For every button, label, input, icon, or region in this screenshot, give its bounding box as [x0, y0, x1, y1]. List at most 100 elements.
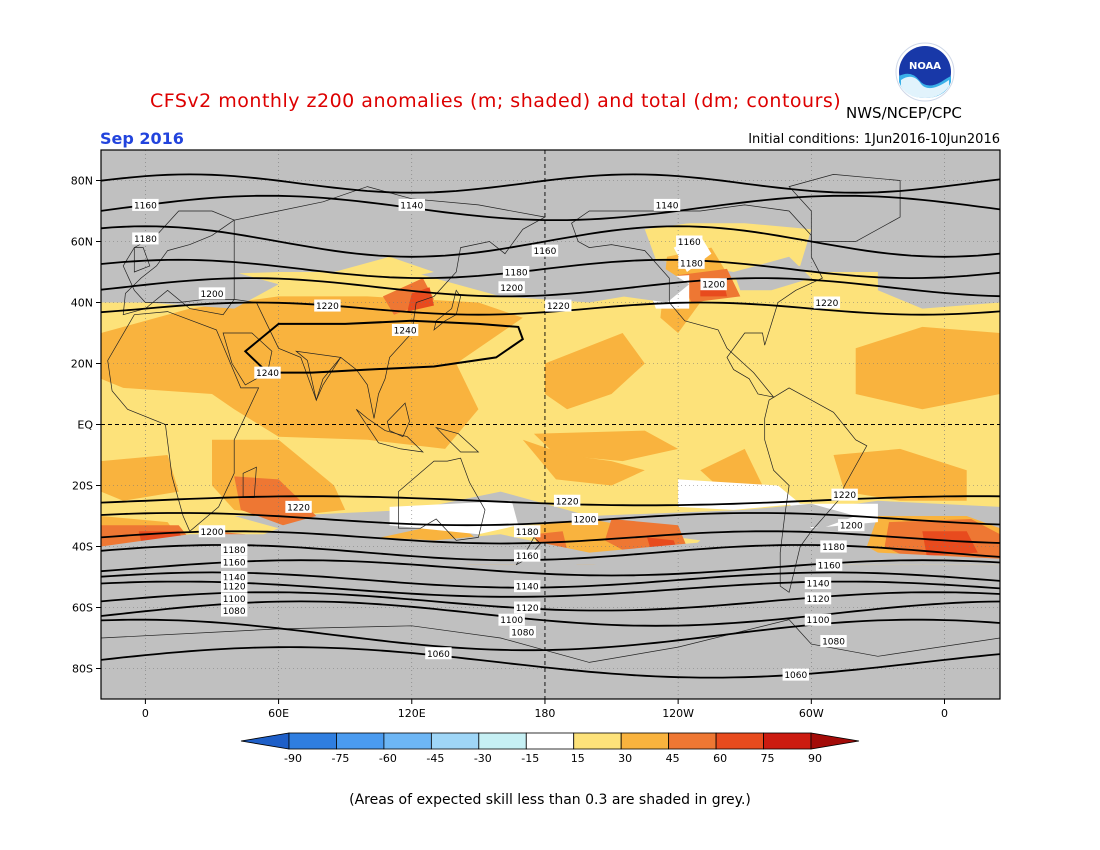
contour-label-bg	[831, 488, 858, 501]
contour-label-bg	[804, 577, 832, 590]
contour-label: 1200	[573, 516, 596, 526]
contour-label: 1140	[807, 580, 830, 590]
height-contour-line	[101, 225, 1000, 258]
low-skill-patch	[744, 503, 856, 529]
lat-tick-label: 40S	[72, 541, 93, 554]
contour-label: 1180	[680, 259, 703, 269]
forecast-month: Sep 2016	[100, 129, 184, 148]
coastline	[107, 311, 260, 532]
contour-label-bg	[804, 613, 832, 626]
contour-label-bg	[220, 571, 248, 583]
contour-label-bg	[132, 232, 159, 245]
low-skill-patch	[733, 256, 812, 291]
legend-swatch	[525, 732, 575, 750]
lat-tick-label: 80N	[71, 175, 93, 188]
contour-label-bg	[513, 549, 541, 562]
coastline	[233, 186, 547, 419]
contour-label-bg	[391, 323, 419, 336]
lon-tick-label: 180	[534, 707, 555, 720]
contour-label-bg	[838, 519, 865, 532]
contour-label-bg	[509, 625, 536, 638]
legend-tick-label: -75	[331, 752, 349, 765]
lon-tick-label: 60E	[268, 707, 289, 720]
lat-tick-label: 20N	[71, 358, 93, 371]
legend-tick-label: -45	[426, 752, 444, 765]
contour-label-bg	[804, 592, 832, 605]
height-contour-line	[101, 173, 1000, 194]
lat-tick-label: EQ	[77, 419, 93, 432]
contour-label-bg	[220, 543, 248, 556]
contour-label: 1100	[500, 616, 523, 626]
contour-label: 1100	[223, 595, 246, 605]
contour-label-bg	[498, 281, 525, 294]
shade-patch-30-45	[545, 333, 645, 410]
contour-label-bg	[502, 266, 530, 278]
contour-label-bg	[498, 613, 525, 626]
legend-swatch	[620, 732, 670, 750]
coastline	[295, 350, 342, 402]
contour-labels: 1160 1140 1140 1180 1160 1160 1180 1180 1200 1200…	[132, 198, 865, 681]
contour-label-bg	[513, 525, 541, 538]
contour-label-bg	[545, 299, 572, 312]
contour-label: 1220	[547, 302, 570, 312]
lat-tick-label: 60S	[72, 602, 93, 615]
lon-tick-label: 0	[142, 707, 149, 720]
contour-label: 1160	[223, 558, 246, 568]
contour-label: 1220	[833, 491, 856, 501]
legend-swatch	[715, 732, 764, 750]
contour-label: 1100	[807, 616, 830, 626]
low-skill-patch	[101, 150, 1000, 260]
contour-label: 1080	[822, 638, 845, 648]
contour-label: 1200	[500, 284, 523, 294]
contour-label-bg	[398, 198, 425, 211]
legend-tick-label: 30	[618, 752, 632, 765]
legend-swatch	[336, 732, 385, 750]
contour-label: 1180	[505, 269, 528, 279]
skill-footnote: (Areas of expected skill less than 0.3 a…	[349, 792, 751, 808]
contour-label-bg	[531, 244, 559, 257]
coastline	[356, 409, 424, 453]
contour-label: 1080	[511, 628, 534, 638]
lon-tick-label: 120W	[662, 707, 694, 720]
contour-label: 1220	[316, 302, 339, 312]
legend-swatch	[383, 732, 432, 750]
legend-tick-label: 60	[713, 752, 727, 765]
contour-label-bg	[820, 635, 847, 648]
legend-tick-label: 45	[666, 752, 680, 765]
height-contour-line	[101, 277, 1000, 298]
contour-label-bg	[820, 540, 847, 553]
contour-label-bg	[815, 558, 843, 571]
contour-label-bg	[254, 366, 281, 379]
contour-label: 1120	[807, 595, 830, 605]
contour-label-bg	[425, 647, 452, 660]
contour-label-bg	[676, 235, 703, 248]
contour-label: 1180	[516, 528, 539, 538]
chart-title: CFSv2 monthly z200 anomalies (m; shaded)…	[150, 90, 842, 112]
coastline	[101, 619, 1000, 699]
shade-patch-30-45	[855, 326, 1000, 410]
legend-tick-label: 90	[808, 752, 822, 765]
axis-labels: 80N 60N 40N 20N EQ 20S 40S 60S 80S 0 60E 120E 180 120…	[71, 175, 948, 721]
contour-label: 1160	[134, 201, 157, 211]
lon-tick-label: 60W	[799, 707, 824, 720]
height-contour-line	[101, 544, 1000, 562]
lon-tick-label: 0	[941, 707, 948, 720]
low-skill-patch	[101, 564, 1000, 699]
contour-label: 1160	[533, 247, 556, 257]
legend-swatch	[478, 732, 527, 750]
agency-label: NWS/NCEP/CPC	[846, 104, 962, 122]
contour-label-bg	[553, 494, 581, 507]
initial-conditions: Initial conditions: 1Jun2016-10Jun2016	[748, 132, 1000, 147]
height-contour-line	[101, 600, 1000, 627]
height-contour-line	[101, 618, 1000, 652]
contour-label: 1240	[394, 326, 417, 336]
legend-tick-label: -30	[474, 752, 492, 765]
coastline	[788, 174, 901, 242]
contour-label-bg	[220, 555, 248, 568]
contour-label: 1220	[815, 299, 838, 309]
coastline	[386, 402, 410, 438]
height-contour-line	[101, 591, 1000, 612]
lat-tick-label: 20S	[72, 480, 93, 493]
contour-label-bg	[813, 296, 841, 309]
